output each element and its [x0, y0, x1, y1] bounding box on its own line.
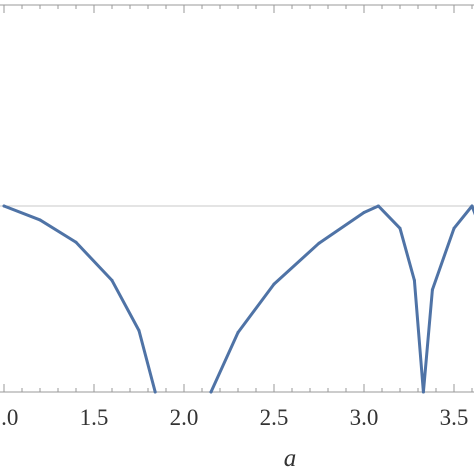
series-line-1	[209, 204, 474, 394]
data-point	[272, 282, 276, 286]
plot-frame	[0, 4, 474, 393]
x-tick-label: 1.5	[80, 405, 109, 430]
series-line-0	[2, 204, 157, 394]
data-point	[2, 204, 6, 208]
data-point	[153, 390, 157, 394]
data-point	[421, 390, 425, 394]
data-point	[137, 329, 141, 333]
data-point	[452, 226, 456, 230]
data-point	[398, 226, 402, 230]
x-axis-label: a	[284, 445, 297, 472]
series-layer	[2, 204, 474, 394]
data-point	[412, 278, 416, 282]
data-point	[317, 241, 321, 245]
x-axis: 1.0 1.5 2.0 2.5 3.0 3.5	[0, 405, 468, 430]
x-tick-label: 2.5	[260, 405, 289, 430]
x-tick-label: 1.0	[0, 405, 18, 430]
data-point	[209, 390, 213, 394]
data-point	[236, 330, 240, 334]
data-point	[38, 218, 42, 222]
data-point	[74, 240, 78, 244]
x-tick-label: 3.0	[350, 405, 379, 430]
data-point	[470, 204, 474, 208]
data-point	[362, 211, 366, 215]
x-tick-label: 2.0	[170, 405, 199, 430]
x-tick-label: 3.5	[440, 405, 469, 430]
data-point	[376, 204, 380, 208]
data-point	[110, 278, 114, 282]
data-point	[430, 288, 434, 292]
